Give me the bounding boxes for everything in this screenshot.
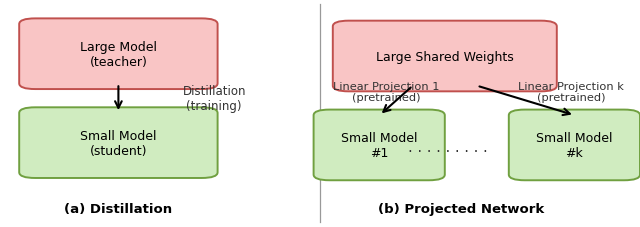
Text: Linear Projection 1
(pretrained): Linear Projection 1 (pretrained) (333, 81, 439, 103)
Text: . . . . . . . . .: . . . . . . . . . (408, 139, 488, 154)
FancyBboxPatch shape (509, 110, 640, 180)
Text: Small Model
#k: Small Model #k (536, 131, 612, 159)
Text: Small Model
(student): Small Model (student) (80, 129, 157, 157)
Text: Large Model
(teacher): Large Model (teacher) (80, 41, 157, 68)
Text: Linear Projection k
(pretrained): Linear Projection k (pretrained) (518, 81, 624, 103)
FancyBboxPatch shape (19, 108, 218, 178)
Text: (a) Distillation: (a) Distillation (65, 202, 172, 215)
FancyBboxPatch shape (19, 19, 218, 90)
FancyBboxPatch shape (333, 22, 557, 92)
Text: Distillation
(training): Distillation (training) (182, 85, 246, 113)
Text: Large Shared Weights: Large Shared Weights (376, 50, 514, 63)
FancyBboxPatch shape (314, 110, 445, 180)
Text: (b) Projected Network: (b) Projected Network (378, 202, 544, 215)
Text: Small Model
#1: Small Model #1 (341, 131, 417, 159)
